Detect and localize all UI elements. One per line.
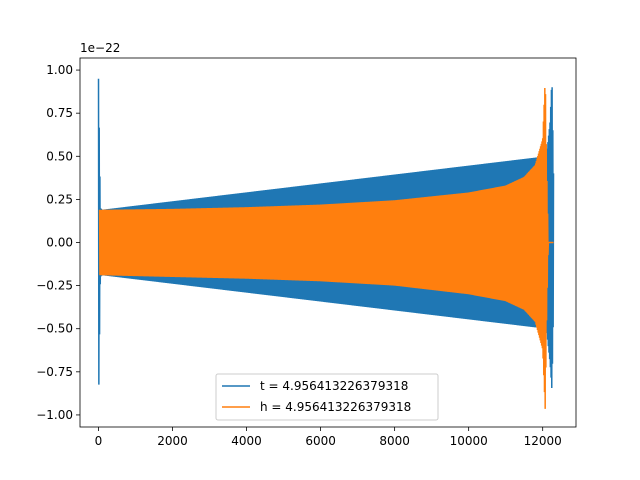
x-tick-label: 12000	[524, 434, 562, 448]
legend-label-2: h = 4.956413226379318	[260, 400, 411, 414]
x-tick-label: 10000	[450, 434, 488, 448]
y-offset-label: 1e−22	[80, 41, 120, 55]
x-tick-label: 6000	[305, 434, 336, 448]
y-tick-label: −0.75	[36, 365, 73, 379]
y-tick-label: 0.50	[46, 149, 73, 163]
y-tick-label: 0.75	[46, 106, 73, 120]
plot-area	[97, 78, 555, 409]
y-tick-label: 0.00	[46, 236, 73, 250]
y-axis-ticks: 1.00 0.75 0.50 0.25 0.00 −0.25 −0.50 −0.75 −1.00	[36, 63, 80, 422]
y-tick-label: −0.50	[36, 322, 73, 336]
y-tick-label: −1.00	[36, 408, 73, 422]
x-tick-label: 0	[95, 434, 103, 448]
y-tick-label: −0.25	[36, 279, 73, 293]
x-tick-label: 4000	[231, 434, 262, 448]
series-line-2	[98, 87, 554, 409]
legend-label-1: t = 4.956413226379318	[260, 379, 408, 393]
y-tick-label: 0.25	[46, 192, 73, 206]
y-tick-label: 1.00	[46, 63, 73, 77]
legend-box	[215, 373, 439, 421]
x-tick-label: 2000	[157, 434, 188, 448]
legend: t = 4.956413226379318 h = 4.9564132263793…	[215, 373, 439, 421]
x-axis-ticks: 0 2000 4000 6000 8000 10000 12000	[95, 427, 562, 448]
x-tick-label: 8000	[379, 434, 410, 448]
